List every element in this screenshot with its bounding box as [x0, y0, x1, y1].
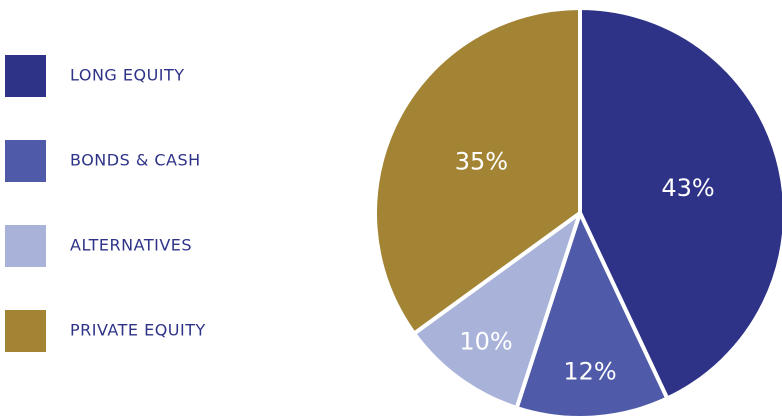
legend-label: ALTERNATIVES	[70, 236, 192, 255]
value-label: 12%	[563, 358, 616, 386]
pie-slice	[373, 6, 582, 336]
legend-swatch	[5, 55, 46, 97]
value-label: 10%	[459, 327, 512, 355]
value-label: 43%	[661, 174, 714, 202]
legend-label: PRIVATE EQUITY	[70, 321, 206, 340]
value-label: 35%	[455, 148, 508, 176]
legend-swatch	[5, 225, 46, 267]
legend-swatch	[5, 310, 46, 352]
pie-slice	[412, 211, 582, 410]
pie-slice	[514, 211, 670, 420]
legend-swatch	[5, 140, 46, 182]
pie-slice	[578, 6, 782, 401]
legend-label: BONDS & CASH	[70, 151, 201, 170]
legend-label: LONG EQUITY	[70, 66, 185, 85]
